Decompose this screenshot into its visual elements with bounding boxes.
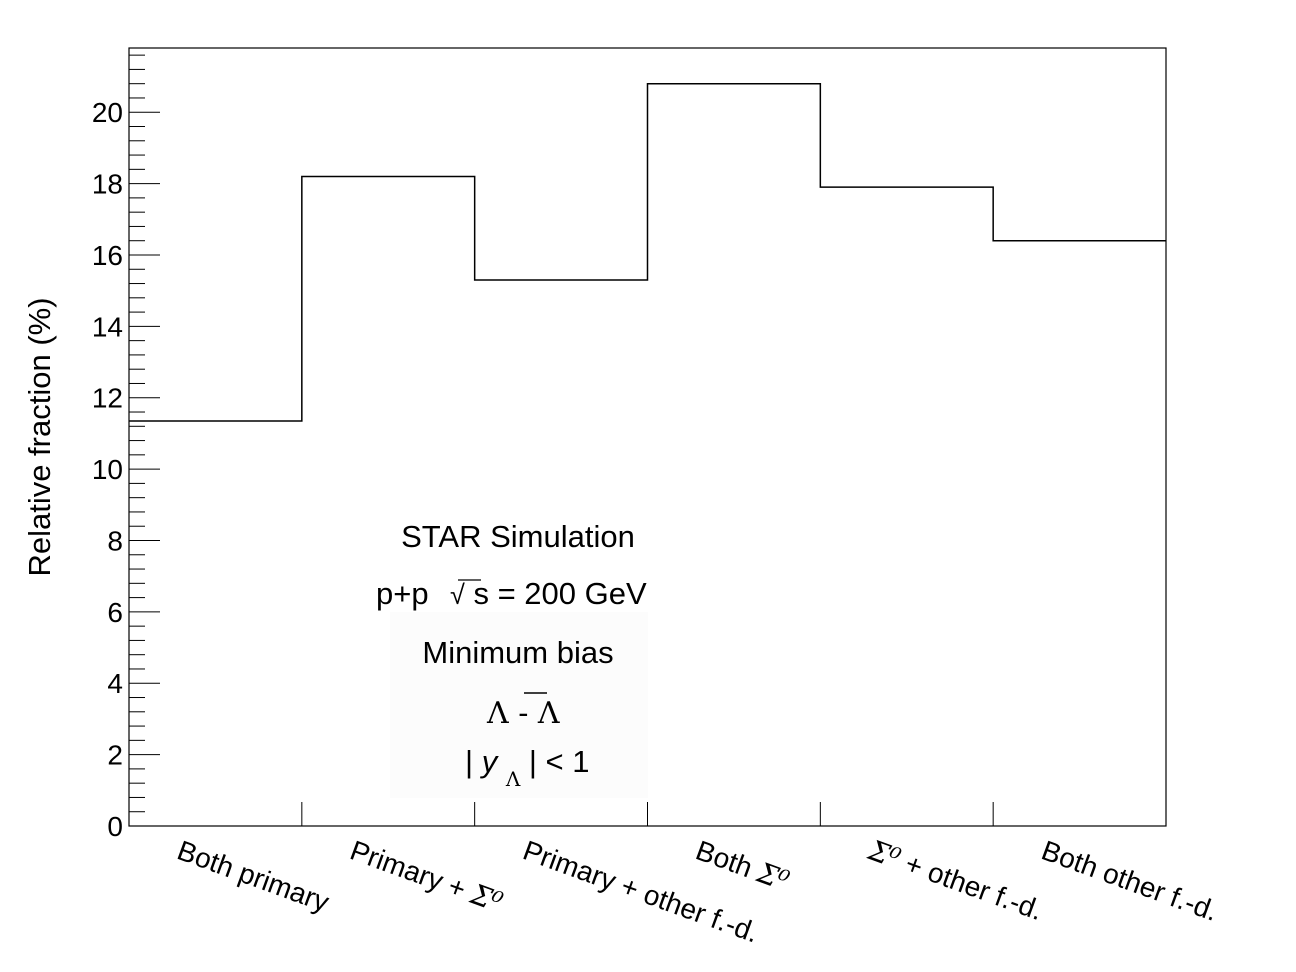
y-axis-title: Relative fraction (%) — [22, 297, 57, 576]
histogram-step-line — [129, 82, 1166, 422]
y-tick-label: 8 — [107, 525, 123, 556]
annotation-particles: Λ - Λ — [486, 696, 560, 731]
histogram-bin — [648, 84, 821, 826]
x-category-label: Primary + Σ⁰ — [346, 834, 507, 920]
annotation-box — [390, 612, 648, 798]
annotation-rapidity-bar-left: | — [465, 744, 473, 779]
annotation-antilambda: Λ — [537, 696, 560, 731]
y-tick-label: 4 — [107, 668, 123, 699]
y-tick-label: 12 — [92, 383, 123, 414]
annotation-dash: - — [518, 696, 528, 731]
annotation-rapidity-cut: | < 1 — [529, 744, 590, 779]
annotation-minimum-bias: Minimum bias — [422, 635, 613, 670]
y-tick-label: 0 — [107, 811, 123, 842]
y-tick-label: 10 — [92, 454, 123, 485]
sqrt-icon: √ — [450, 580, 465, 610]
y-tick-label: 18 — [92, 169, 123, 200]
x-category-label: Both Σ⁰ — [692, 834, 794, 898]
annotation-rapidity-sub: Λ — [505, 767, 521, 791]
histogram-bin — [993, 241, 1166, 826]
x-category-label: Both other f.-d. — [1038, 835, 1223, 927]
annotation-energy-system: p+p — [376, 576, 429, 611]
y-tick-label: 2 — [107, 740, 123, 771]
x-category-label: Σ⁰ + other f.-d. — [863, 833, 1047, 927]
annotation-energy: p+p √ s = 200 GeV — [376, 576, 647, 611]
annotation-energy-value: = 200 GeV — [498, 576, 647, 611]
annotation-block: STAR Simulation p+p √ s = 200 GeV Minimu… — [376, 519, 647, 793]
x-category-label: Both primary — [173, 835, 333, 918]
annotation-rapidity: | y Λ | < 1 — [465, 744, 590, 793]
annotation-rapidity-y: y — [480, 744, 500, 779]
x-axis-category-labels: Both primary Primary + Σ⁰ Primary + other … — [173, 833, 1222, 948]
annotation-star-simulation: STAR Simulation — [401, 519, 635, 554]
y-tick-label: 16 — [92, 240, 123, 271]
y-tick-label: 14 — [92, 311, 123, 342]
y-axis-tick-labels: 0 2 4 6 8 10 12 14 16 18 20 — [92, 97, 123, 842]
x-axis-ticks — [301, 802, 994, 826]
histogram-bin — [129, 421, 302, 826]
histogram-bin — [820, 187, 993, 826]
y-tick-label: 6 — [107, 597, 123, 628]
annotation-lambda: Λ — [486, 696, 509, 731]
annotation-energy-s: s — [473, 576, 489, 611]
y-axis-ticks — [129, 54, 160, 827]
y-tick-label: 20 — [92, 97, 123, 128]
